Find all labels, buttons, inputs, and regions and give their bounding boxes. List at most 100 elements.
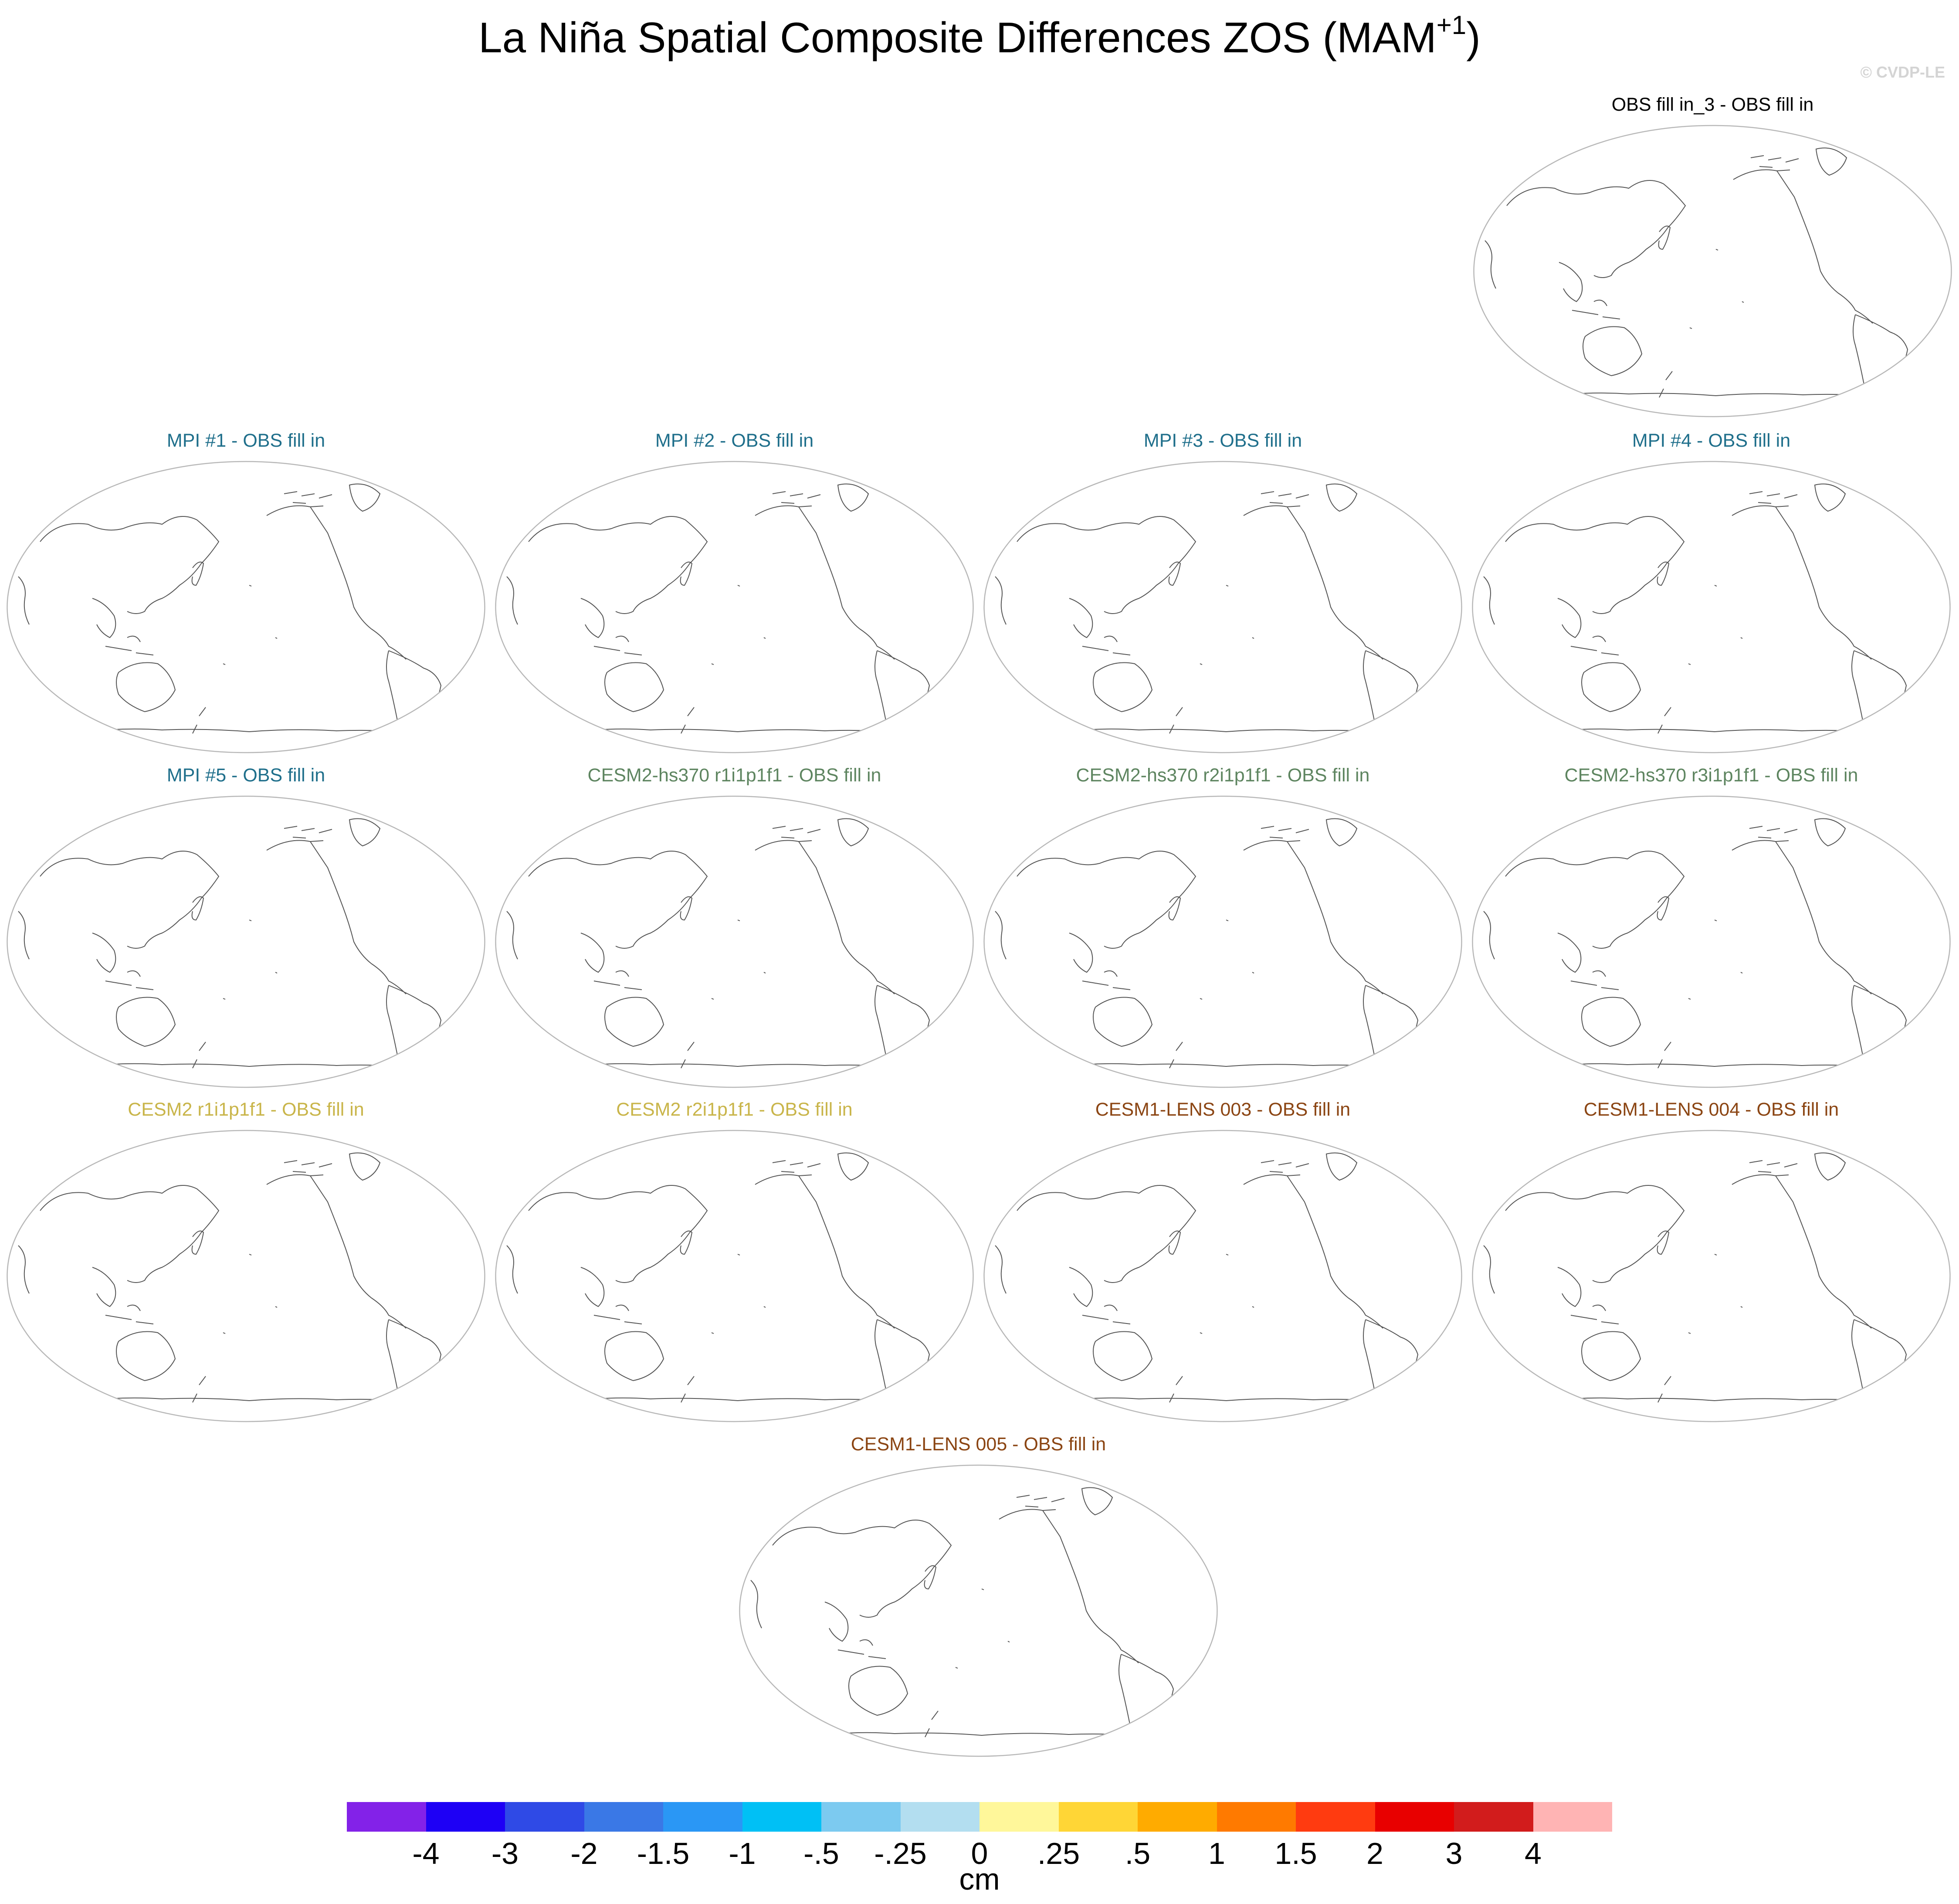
coastline-path <box>1093 662 1153 713</box>
coastline-path <box>1540 1063 1881 1069</box>
coastline-path <box>1581 662 1641 713</box>
coastlines <box>506 1152 930 1421</box>
coastlines <box>995 818 1419 1086</box>
colorbar-tick-labels: -4 -3 -2 -1.5 -1 -.5 -.25 0 .25 .5 1 1.5 2 3 4 <box>0 1833 1959 1872</box>
colorbar-segment <box>347 1802 426 1832</box>
coastline-path <box>824 1602 849 1642</box>
coastline-path <box>711 585 766 665</box>
map-panel: MPI #5 - OBS fill in <box>5 764 487 1095</box>
coastline-path <box>1749 1160 1798 1176</box>
world-map <box>1472 795 1951 1088</box>
panel-title: CESM1-LENS 003 - OBS fill in <box>1095 1099 1351 1120</box>
coastline-path <box>1200 1254 1254 1334</box>
coastline-path <box>1168 896 1181 921</box>
coastline-path <box>772 826 821 842</box>
map-panel: CESM1-LENS 004 - OBS fill in <box>1471 1098 1952 1429</box>
coastline-path <box>563 1397 904 1403</box>
colorbar-tick-label: -4 <box>412 1836 440 1870</box>
coastline-path <box>1581 1331 1641 1381</box>
map-boundary <box>1472 795 1951 1088</box>
coastline-path <box>1837 292 1873 324</box>
coastline-path <box>1017 851 1196 949</box>
world-map <box>983 461 1462 753</box>
map-boundary <box>495 461 974 753</box>
coastline-path <box>1540 728 1881 734</box>
coastline-path <box>1732 1174 1837 1298</box>
coastline-path <box>1505 516 1685 614</box>
coastline-path <box>1485 240 1496 289</box>
coastline-path <box>349 1152 381 1181</box>
coastline-path <box>1541 392 1882 398</box>
coastline-path <box>848 1666 908 1716</box>
coastline-path <box>1069 1267 1093 1307</box>
map-panel: CESM1-LENS 005 - OBS fill in <box>738 1433 1219 1764</box>
map-boundary <box>7 1130 485 1422</box>
coastline-path <box>837 818 869 847</box>
colorbar-segment <box>1058 1802 1138 1832</box>
coastline-path <box>1689 249 1744 329</box>
coastline-path <box>995 911 1007 960</box>
coastline-path <box>1688 920 1743 1000</box>
coastline-path <box>105 970 154 990</box>
colorbar-tick-label: .25 <box>1037 1836 1080 1870</box>
coastline-path <box>528 516 708 614</box>
coastline-path <box>995 1245 1007 1294</box>
map-boundary <box>739 1464 1218 1757</box>
coastline-path <box>1243 840 1349 964</box>
world-map <box>983 795 1462 1088</box>
coastlines <box>506 818 930 1086</box>
colorbar-tick-label: -1 <box>729 1836 756 1870</box>
coastline-path <box>837 1639 886 1659</box>
coastline-path <box>223 1254 278 1334</box>
map-panel: CESM2-hs370 r1i1p1f1 - OBS fill in <box>494 764 975 1095</box>
coastline-path <box>1363 1319 1419 1421</box>
world-map <box>7 795 485 1088</box>
coastline-path <box>371 1297 407 1329</box>
coastline-path <box>1557 598 1582 638</box>
coastline-path <box>92 933 116 973</box>
coastline-path <box>1505 1185 1685 1283</box>
coastline-path <box>223 585 278 665</box>
coastline-path <box>1168 1230 1181 1255</box>
coastline-path <box>1750 155 1799 171</box>
colorbar-tick-label: -3 <box>491 1836 519 1870</box>
map-boundary <box>983 1130 1462 1422</box>
coastline-path <box>750 1580 762 1629</box>
map-boundary <box>495 795 974 1088</box>
coastline-path <box>386 650 442 752</box>
coastline-path <box>1506 180 1686 278</box>
coastline-path <box>1557 1267 1582 1307</box>
coastline-path <box>604 997 664 1047</box>
map-boundary <box>983 795 1462 1088</box>
coastline-path <box>1814 818 1846 847</box>
coastline-path <box>1570 635 1619 655</box>
colorbar-segment <box>426 1802 505 1832</box>
coastline-path <box>1836 963 1872 994</box>
coastline-path <box>75 1397 415 1403</box>
coastline-path <box>837 483 869 512</box>
panel-title: CESM2-hs370 r1i1p1f1 - OBS fill in <box>587 765 881 786</box>
coastline-path <box>1815 147 1847 176</box>
coastline-path <box>593 635 642 655</box>
coastline-path <box>874 1319 930 1421</box>
coastline-path <box>1658 225 1671 250</box>
colorbar-segment <box>1138 1802 1217 1832</box>
coastline-path <box>1483 911 1495 960</box>
coastline-path <box>1093 1331 1153 1381</box>
coastline-path <box>563 1063 904 1069</box>
panel-title: CESM1-LENS 005 - OBS fill in <box>851 1434 1106 1455</box>
colorbar <box>347 1802 1612 1832</box>
coastline-path <box>1168 561 1181 586</box>
coastline-path <box>995 576 1007 625</box>
coastline-path <box>859 628 895 660</box>
coastline-path <box>1540 1397 1881 1403</box>
panel-title: CESM1-LENS 004 - OBS fill in <box>1583 1099 1839 1120</box>
coastline-path <box>1118 1654 1174 1755</box>
map-panel: CESM2 r2i1p1f1 - OBS fill in <box>494 1098 975 1429</box>
world-map <box>1472 461 1951 753</box>
coastline-path <box>40 516 220 614</box>
panel-title: MPI #4 - OBS fill in <box>1632 430 1791 451</box>
coastline-path <box>1570 970 1619 990</box>
colorbar-tick-label: .5 <box>1125 1836 1151 1870</box>
coastline-path <box>772 1160 821 1176</box>
